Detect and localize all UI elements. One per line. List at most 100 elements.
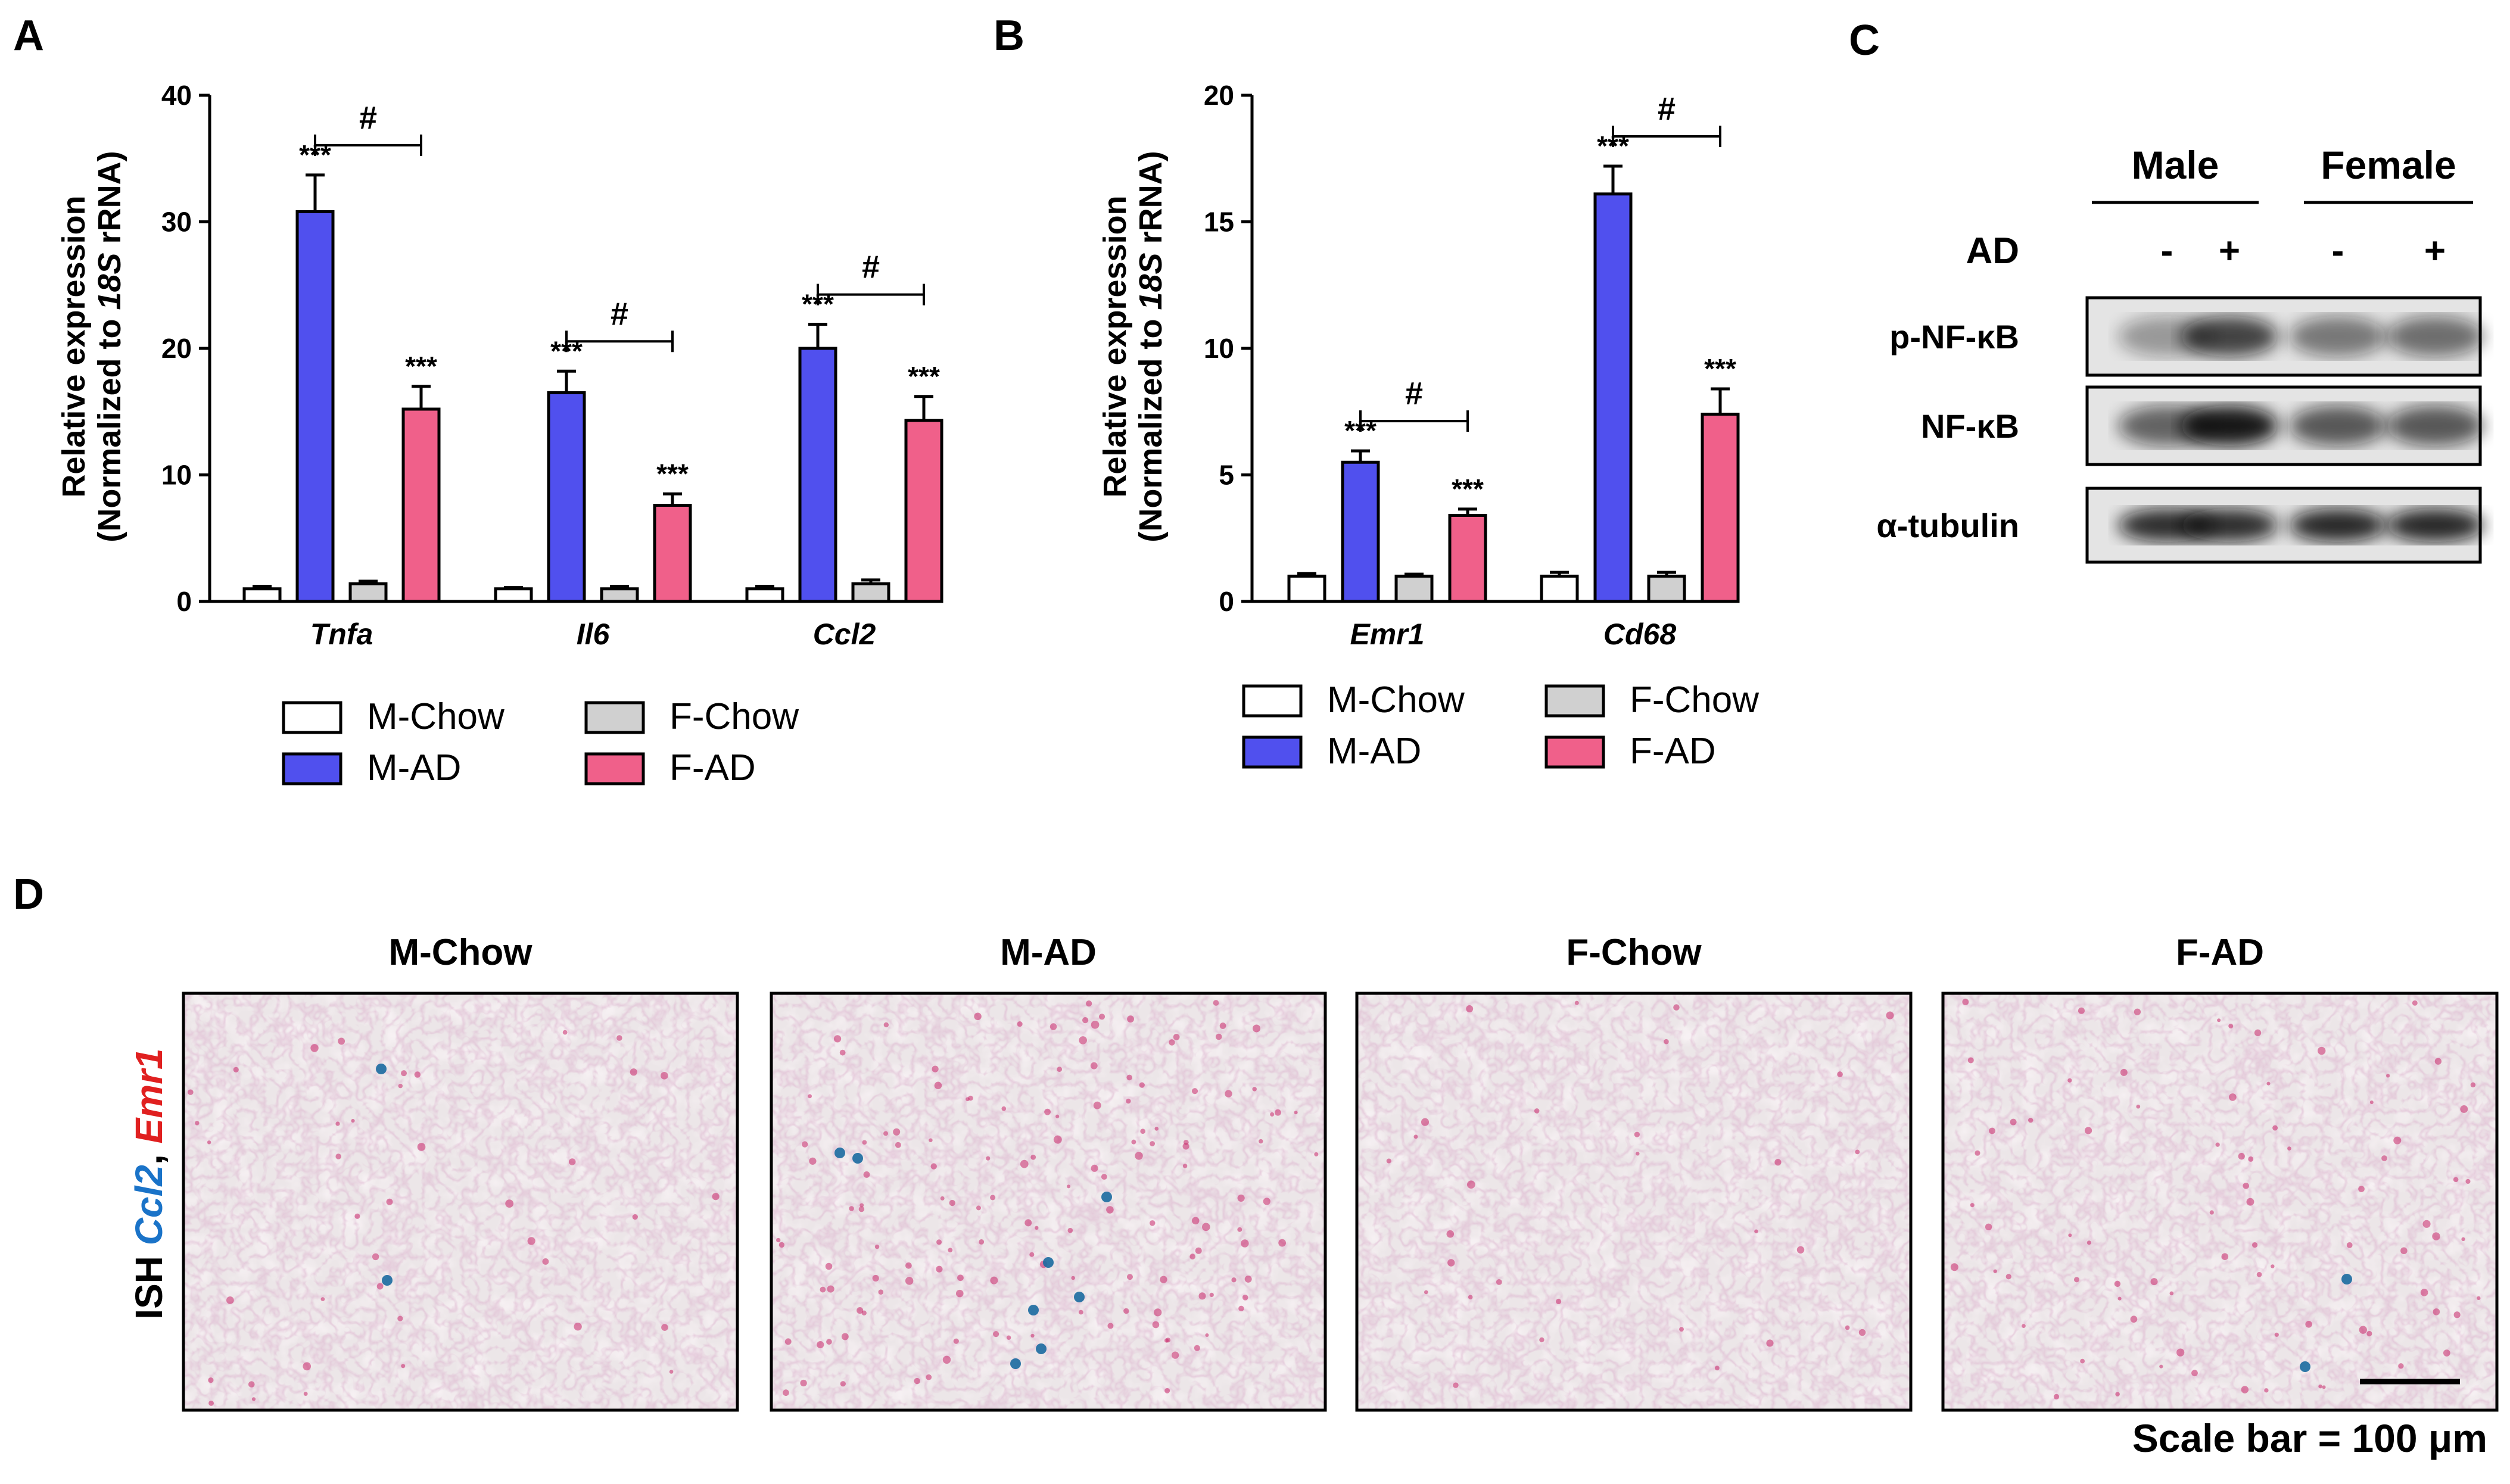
ish-emr1-signal [2322, 1385, 2326, 1389]
ish-emr1-signal [940, 1196, 945, 1201]
ish-emr1-signal [1754, 1229, 1758, 1233]
ish-emr1-signal [1001, 1106, 1007, 1111]
ish-emr1-signal [2087, 1240, 2091, 1245]
ish-emr1-signal [809, 1157, 817, 1165]
ish-emr1-signal [2398, 1363, 2404, 1369]
ish-emr1-signal [827, 1285, 834, 1293]
ish-emr1-signal [817, 1340, 824, 1349]
ish-emr1-signal [2358, 1186, 2365, 1192]
ish-emr1-signal [1636, 1152, 1640, 1156]
ish-emr1-signal [2400, 1247, 2408, 1255]
blot-lane-marker: - [2161, 230, 2173, 272]
y-tick-label: 0 [176, 586, 192, 617]
ish-emr1-signal [1664, 1039, 1669, 1045]
ish-emr1-signal [1215, 1033, 1222, 1040]
ish-emr1-signal [2217, 1018, 2221, 1022]
ish-emr1-signal [2080, 1358, 2085, 1364]
y-tick-label: 10 [161, 460, 192, 491]
ish-emr1-signal [1173, 1034, 1180, 1040]
legend-swatch-m-chow [1242, 684, 1303, 718]
y-axis-label-a-line1: Relative expression [56, 195, 92, 497]
ish-emr1-signal [542, 1258, 549, 1265]
y-tick-label: 20 [1204, 80, 1234, 111]
ish-emr1-signal [2010, 1118, 2017, 1126]
ish-emr1-signal [1238, 1305, 1244, 1312]
ish-emr1-signal [1950, 1263, 1958, 1271]
ish-emr1-signal [1962, 999, 1969, 1005]
category-label-tnfa: Tnfa [310, 618, 373, 651]
ish-emr1-signal [993, 1331, 999, 1338]
y-axis-label-a-line2: (Normalized to 18S rRNA) [92, 151, 127, 542]
ish-emr1-signal [2359, 1326, 2367, 1334]
ish-emr1-signal [2176, 1348, 2185, 1357]
ish-emr1-signal [1446, 1230, 1455, 1238]
ish-emr1-signal [2433, 1308, 2440, 1315]
ish-emr1-signal [1237, 1227, 1242, 1232]
bar-m-ad-tnfa [295, 210, 335, 603]
bar-f-ad-ccl2 [904, 419, 943, 603]
legend-swatch-m-ad [282, 752, 342, 785]
bar-f-chow-emr1 [1394, 575, 1434, 603]
ish-emr1-signal [1496, 1279, 1502, 1285]
blot-lane-marker: - [2332, 230, 2344, 272]
ish-emr1-signal [1030, 1154, 1036, 1160]
ish-tissue-structures [771, 993, 1325, 1410]
ish-emr1-signal [2248, 1156, 2254, 1162]
ish-emr1-signal [661, 1071, 668, 1080]
ish-emr1-signal [1673, 1004, 1680, 1011]
ish-emr1-signal [310, 1044, 319, 1052]
ish-emr1-signal [1886, 1011, 1894, 1020]
ish-emr1-signal [2221, 1253, 2229, 1260]
blot-band [2386, 509, 2484, 542]
ish-emr1-signal [1171, 1351, 1179, 1359]
ish-emr1-signal [929, 1138, 933, 1142]
ish-emr1-signal [1050, 1023, 1057, 1030]
ish-emr1-signal [2228, 1024, 2234, 1029]
ish-emr1-signal [376, 1283, 384, 1290]
ish-emr1-signal [1139, 1082, 1145, 1088]
ish-emr1-signal [1182, 1164, 1188, 1168]
legend-label-f-chow: F-Chow [1630, 679, 1759, 721]
ish-ccl2-signal [1010, 1358, 1021, 1369]
ish-emr1-signal [932, 1065, 939, 1073]
ish-emr1-signal [1079, 1036, 1087, 1045]
ish-emr1-signal [2369, 1100, 2374, 1105]
ish-emr1-signal [1413, 1134, 1418, 1139]
ish-emr1-signal [1766, 1339, 1774, 1347]
significance-stars: *** [908, 361, 940, 392]
ish-emr1-signal [820, 1286, 826, 1293]
ish-side-label: ISH Ccl2, Emr1 [127, 1048, 170, 1319]
ish-emr1-signal [1679, 1327, 1684, 1332]
ish-images: M-Chow M-AD F-Chow F-AD [182, 932, 2499, 1412]
ish-emr1-signal [1989, 1127, 1995, 1134]
legend-label-m-chow: M-Chow [1327, 679, 1465, 721]
ish-emr1-signal [1205, 1333, 1209, 1338]
ish-emr1-signal [1634, 1131, 1640, 1137]
ish-emr1-signal [990, 1195, 996, 1201]
y-tick-label: 10 [1204, 333, 1234, 364]
ish-emr1-signal [986, 1156, 991, 1161]
ish-emr1-signal [1975, 1150, 1980, 1156]
bar-f-ad-emr1 [1448, 514, 1487, 603]
ish-emr1-signal [2238, 1153, 2245, 1160]
bar-f-chow-tnfa [348, 582, 388, 603]
bar-m-ad-emr1 [1341, 460, 1380, 603]
ish-emr1-signal [1447, 1259, 1455, 1267]
ish-emr1-signal [1270, 1112, 1275, 1117]
category-label-ccl2: Ccl2 [813, 618, 876, 651]
ish-image-frame [182, 992, 739, 1412]
ish-emr1-signal [1209, 1292, 1214, 1298]
ish-ccl2-signal [852, 1153, 863, 1164]
legend-label-f-ad: F-AD [1630, 731, 1716, 772]
ish-emr1-signal [248, 1381, 255, 1388]
legend-label-f-ad: F-AD [669, 747, 756, 788]
ish-emr1-signal [2005, 1274, 2011, 1280]
ish-emr1-signal [1127, 1015, 1135, 1023]
ish-emr1-signal [335, 1121, 340, 1126]
ish-emr1-signal [808, 1094, 812, 1099]
ish-emr1-signal [2346, 1242, 2353, 1248]
y-axis-label-b-line1: Relative expression [1097, 195, 1133, 497]
y-tick-label: 40 [161, 80, 192, 111]
ish-ccl2-signal [382, 1275, 393, 1286]
